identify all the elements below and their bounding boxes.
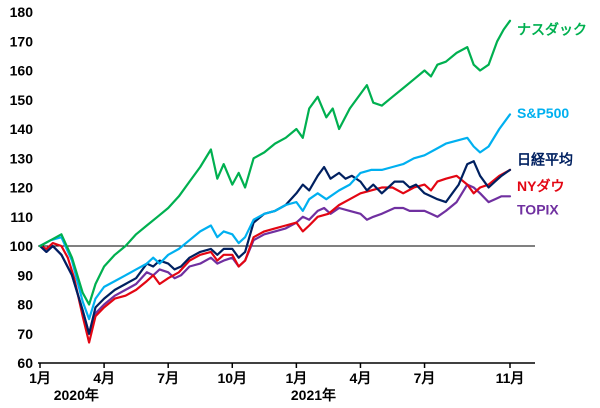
y-tick-label: 150	[10, 92, 34, 108]
x-tick-label: 7月	[414, 370, 436, 386]
year-label: 2021年	[291, 387, 336, 403]
series-label-sp500: S&P500	[517, 105, 569, 121]
series-line-nasdaq	[38, 19, 512, 306]
x-tick-label: 11月	[496, 370, 525, 386]
series-line-nydow	[38, 168, 512, 344]
series-label-nikkei: 日経平均	[517, 152, 573, 168]
y-tick-label: 180	[10, 4, 34, 20]
y-tick-label: 160	[10, 63, 34, 79]
x-tick-label: 10月	[217, 370, 247, 386]
y-tick-label: 100	[10, 238, 34, 254]
x-tick-label: 4月	[350, 370, 372, 386]
y-tick-label: 130	[10, 150, 34, 166]
x-tick-label: 7月	[157, 370, 179, 386]
y-tick-label: 120	[10, 180, 34, 196]
series-label-nydow: NYダウ	[517, 178, 564, 194]
series-line-topix	[38, 183, 512, 335]
series-line-sp500	[38, 113, 512, 321]
series-label-topix: TOPIX	[517, 201, 559, 217]
year-label: 2020年	[54, 387, 99, 403]
series-label-nasdaq: ナスダック	[517, 22, 587, 38]
y-tick-label: 110	[10, 209, 33, 225]
series-line-nikkei	[38, 160, 512, 335]
x-tick-label: 1月	[29, 370, 51, 386]
x-tick-label: 1月	[285, 370, 307, 386]
y-tick-label: 80	[17, 297, 33, 313]
y-tick-label: 70	[17, 326, 33, 342]
y-tick-label: 140	[10, 121, 34, 137]
x-tick-label: 4月	[93, 370, 115, 386]
y-tick-label: 90	[17, 267, 33, 283]
y-tick-label: 60	[17, 355, 33, 371]
y-tick-label: 170	[10, 33, 34, 49]
